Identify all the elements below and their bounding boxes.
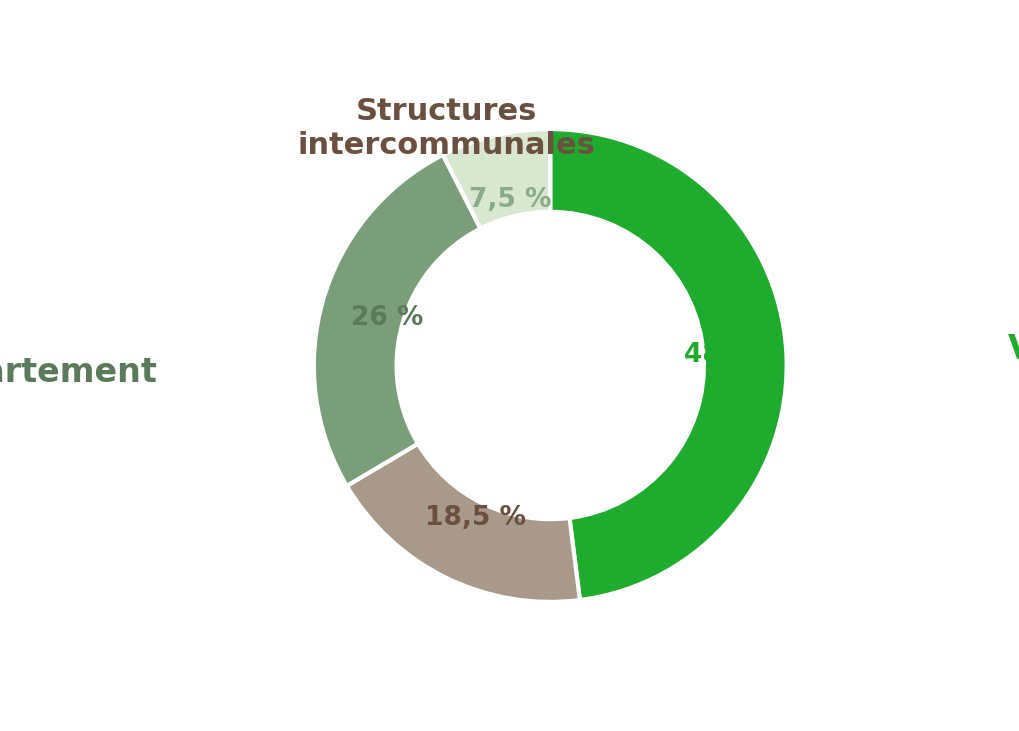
Wedge shape bbox=[346, 444, 580, 602]
Text: 7,5 %: 7,5 % bbox=[470, 187, 551, 213]
Text: Département: Département bbox=[0, 355, 158, 390]
Text: 48 %: 48 % bbox=[684, 342, 756, 368]
Text: Ville: Ville bbox=[1008, 333, 1019, 366]
Wedge shape bbox=[314, 155, 481, 486]
Wedge shape bbox=[443, 129, 550, 229]
Wedge shape bbox=[550, 129, 787, 600]
Text: Structures
intercommunales: Structures intercommunales bbox=[298, 97, 596, 160]
Text: 18,5 %: 18,5 % bbox=[425, 505, 526, 531]
Text: 26 %: 26 % bbox=[351, 305, 423, 331]
